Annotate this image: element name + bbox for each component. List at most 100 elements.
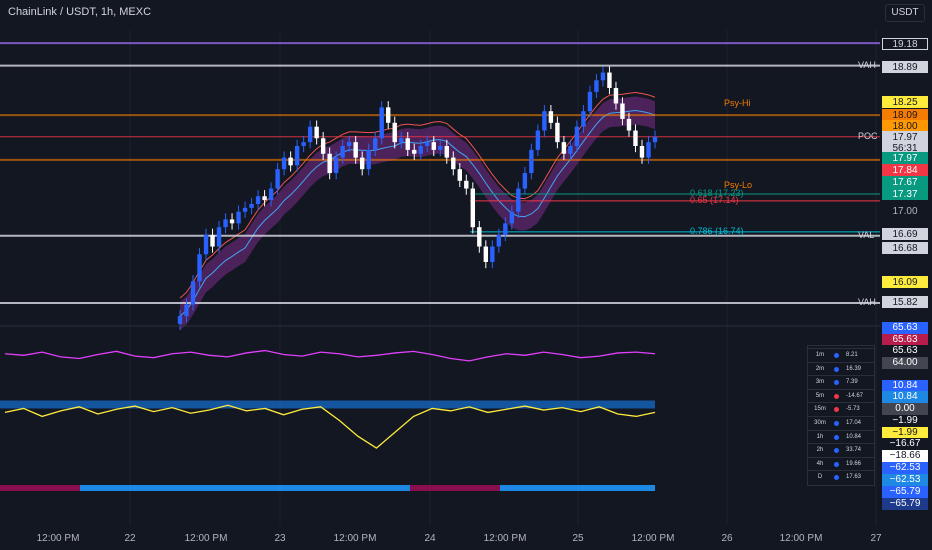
candles: [177, 66, 658, 331]
fib-label: 0.618 (17.23): [690, 187, 744, 198]
mtf-dot-icon: [834, 461, 839, 467]
candle-body: [177, 316, 183, 324]
candle-body: [444, 146, 449, 158]
osc-badge: −65.79: [882, 498, 928, 510]
mtf-row: 2m 16.39: [808, 361, 874, 375]
levels: [0, 42, 880, 304]
candle-body: [620, 103, 625, 119]
candle-body: [386, 107, 391, 123]
mtf-row: 1m 8.21: [808, 348, 874, 361]
level-label: VAL: [858, 229, 875, 240]
osc-badge: 65.63: [882, 345, 928, 357]
candle-body: [275, 169, 280, 189]
osc-badge: −1.99: [882, 427, 928, 439]
candle-body: [626, 118, 632, 131]
osc-badge: −65.79: [882, 486, 928, 498]
candle-body: [327, 153, 332, 174]
osc-badge: −62.53: [882, 474, 928, 486]
time-tick-label: 23: [274, 533, 286, 544]
candle-body: [529, 149, 534, 174]
osc-badge: 10.84: [882, 380, 928, 392]
candle-body: [451, 157, 456, 170]
mtf-timeframe: 2h: [816, 447, 824, 454]
candle-body: [392, 122, 397, 143]
candle-body: [535, 130, 541, 150]
candle-body: [438, 146, 443, 150]
candle-body: [646, 142, 651, 158]
candle-body: [399, 138, 404, 143]
candle-body: [483, 246, 489, 262]
candle-body: [490, 246, 495, 262]
candle-body: [379, 107, 384, 139]
psy-hi-label: Psy-Hi: [724, 98, 751, 108]
psy-lo-label: Psy-Lo: [724, 180, 753, 190]
mtf-timeframe: 5m: [815, 392, 825, 399]
candle-body: [418, 146, 423, 154]
mtf-row: 5m -14.67: [808, 388, 874, 402]
mtf-value: 17.63: [846, 474, 862, 481]
candle-body: [262, 196, 267, 201]
mtf-row: 3m 7.39: [808, 375, 874, 388]
level-label: POC: [858, 130, 878, 141]
time-tick-label: 12:00 PM: [333, 533, 377, 544]
candle-body: [405, 138, 410, 150]
candle-body: [307, 126, 313, 143]
mtf-row: 30m 17.04: [808, 416, 874, 429]
candle-body: [184, 304, 189, 317]
osc-badge: 10.84: [882, 391, 928, 403]
mtf-value: 10.84: [846, 433, 862, 440]
candle-body: [574, 126, 580, 146]
trend-strip-bear: [410, 485, 500, 491]
osc-badge: 0.00: [882, 403, 928, 415]
candle-body: [223, 219, 228, 228]
candle-body: [457, 169, 462, 181]
mtf-value: 19.66: [846, 460, 862, 467]
time-tick-label: 24: [424, 533, 436, 544]
mtf-row: D 17.63: [808, 470, 874, 483]
mtf-dot-icon: [834, 448, 839, 454]
mtf-value: 16.39: [846, 365, 862, 372]
mtf-timeframe: 15m: [814, 406, 826, 413]
price-badge: 18.25: [882, 96, 928, 108]
candle-body: [366, 149, 371, 170]
candle-body: [613, 88, 619, 104]
candle-body: [594, 80, 599, 92]
price-badge: 17.97: [882, 152, 928, 164]
mtf-timeframe: 1h: [816, 433, 824, 440]
mtf-value: -5.73: [846, 406, 860, 413]
price-badge: 17.37: [882, 188, 928, 200]
price-badge: 17.67: [882, 176, 928, 188]
mtf-dot-icon: [834, 366, 839, 372]
fib-label: 0.65 (17.14): [690, 194, 739, 205]
mtf-table: 1m 8.21 2m 16.39 3m 7.39 5m -14.67 15m -5.73 30m 17…: [807, 345, 875, 486]
price-badge: 16.68: [882, 242, 928, 254]
osc-badge: 65.63: [882, 334, 928, 346]
trend-strip: [0, 485, 655, 491]
candle-body: [255, 196, 261, 204]
price-badge: 17.00: [882, 205, 928, 217]
candle-body: [516, 188, 521, 212]
time-tick-label: 22: [124, 533, 136, 544]
candle-body: [568, 146, 573, 154]
grid: [129, 30, 877, 525]
price-badge: 16.69: [882, 228, 928, 240]
osc-badge: −18.66: [882, 450, 928, 462]
mtf-dot-icon: [834, 353, 839, 358]
candle-body: [503, 223, 508, 235]
mtf-timeframe: 1m: [815, 352, 825, 358]
mtf-dot-icon: [834, 421, 839, 426]
candle-body: [242, 207, 248, 212]
candle-body: [314, 126, 319, 139]
osc-badge: 64.00: [882, 357, 928, 369]
candle-body: [581, 111, 586, 127]
currency-button[interactable]: USDT: [885, 4, 925, 22]
candle-body: [203, 234, 209, 255]
candle-body: [229, 219, 235, 224]
symbol-title: ChainLink / USDT, 1h, MEXC: [8, 6, 152, 18]
candle-body: [542, 111, 547, 131]
fib-label: 0.786 (16.74): [690, 225, 744, 236]
osc-badge: 65.63: [882, 322, 928, 334]
candle-body: [249, 204, 254, 208]
time-tick-label: 25: [572, 533, 584, 544]
